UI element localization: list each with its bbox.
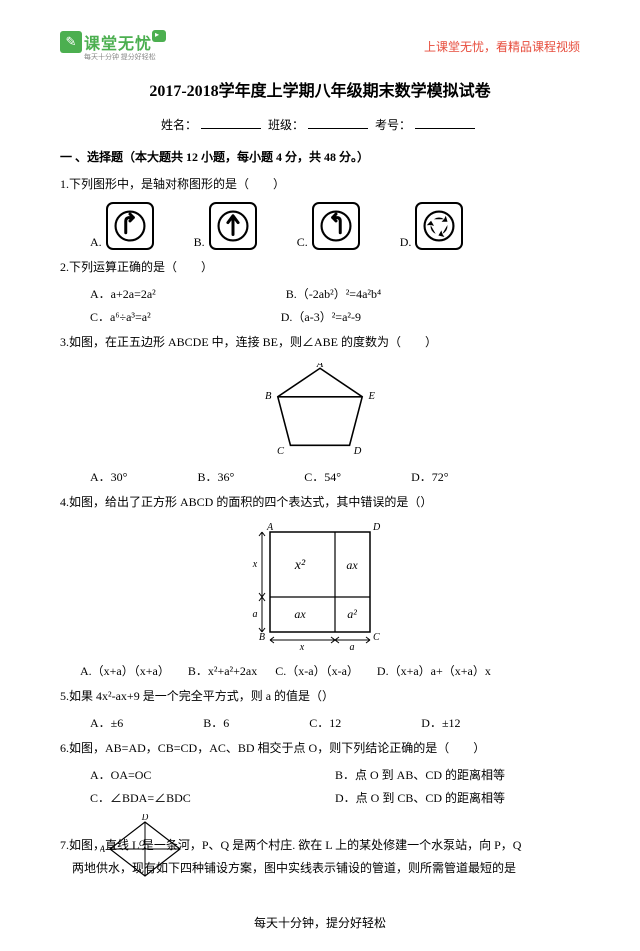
q5-d: D．±12 <box>421 714 460 731</box>
q6-c: C．∠BDA=∠BDC <box>90 789 335 806</box>
q1-opt-a: A. <box>90 202 154 250</box>
svg-text:ax: ax <box>346 558 358 572</box>
blank-name <box>201 128 261 129</box>
label-examno: 考号： <box>375 118 411 132</box>
logo-block: ✎ 课堂无忧 每天十分钟 提分好轻松 <box>60 30 166 62</box>
tagline: 上课堂无忧，看精品课程视频 <box>424 38 580 55</box>
q1-opt-b: B. <box>194 202 257 250</box>
q6-d: D．点 O 到 CB、CD 的距离相等 <box>335 789 580 806</box>
question-3: 3.如图，在正五边形 ABCDE 中，连接 BE，则∠ABE 的度数为（ ） <box>60 333 580 352</box>
sign-recycle-icon <box>415 202 463 250</box>
q2-c: C．a⁶÷a³=a² <box>90 308 151 325</box>
svg-text:C: C <box>373 632 380 643</box>
svg-text:a: a <box>350 642 355 652</box>
square-area-icon: x² ax ax a² A D B C x a x a <box>245 522 395 652</box>
svg-text:a: a <box>253 609 258 620</box>
svg-text:x²: x² <box>294 558 306 573</box>
svg-text:A: A <box>316 363 324 370</box>
sign-turn-right-icon <box>106 202 154 250</box>
question-2: 2.下列运算正确的是（ ） <box>60 258 580 277</box>
svg-text:D: D <box>353 445 362 456</box>
q3-figure: A B E C D <box>60 363 580 458</box>
pentagon-icon: A B E C D <box>255 363 385 458</box>
q1-b-label: B. <box>194 235 205 250</box>
q3-d: D．72° <box>411 468 448 485</box>
q6-text: 6.如图，AB=AD，CB=CD，AC、BD 相交于点 O，则下列结论正确的是（… <box>60 741 485 755</box>
svg-text:ax: ax <box>294 607 306 621</box>
q3-options: A．30° B．36° C．54° D．72° <box>60 468 580 485</box>
q5-a: A．±6 <box>90 714 123 731</box>
blank-examno <box>415 128 475 129</box>
label-class: 班级： <box>268 118 304 132</box>
header: ✎ 课堂无忧 每天十分钟 提分好轻松 上课堂无忧，看精品课程视频 <box>60 30 580 62</box>
q1-options: A. B. C. D. <box>60 202 580 250</box>
sign-turn-left-icon <box>312 202 360 250</box>
question-6: 6.如图，AB=AD，CB=CD，AC、BD 相交于点 O，则下列结论正确的是（… <box>60 739 580 758</box>
q4-b: B．x²+a²+2ax <box>188 662 257 679</box>
q2-b: B.（-2ab²）²=4a²b⁴ <box>286 285 381 302</box>
q4-options: A.（x+a）（x+a） B．x²+a²+2ax C.（x-a）（x-a） D.… <box>60 662 580 679</box>
logo-text: 课堂无忧 <box>84 30 152 54</box>
svg-text:D: D <box>141 814 149 822</box>
q5-b: B．6 <box>203 714 229 731</box>
svg-text:a²: a² <box>347 607 357 621</box>
q4-d: D.（x+a）a+（x+a）x <box>377 662 491 679</box>
q2-options: A．a+2a=2a² B.（-2ab²）²=4a²b⁴ C．a⁶÷a³=a² D… <box>60 285 580 325</box>
q2-a: A．a+2a=2a² <box>90 285 156 302</box>
svg-text:x: x <box>299 642 305 652</box>
q1-a-label: A. <box>90 235 102 250</box>
student-info-row: 姓名： 班级： 考号： <box>60 116 580 133</box>
svg-text:E: E <box>368 390 376 401</box>
q3-a: A．30° <box>90 468 127 485</box>
q6-b: B．点 O 到 AB、CD 的距离相等 <box>335 766 580 783</box>
q1-d-label: D. <box>400 235 412 250</box>
question-1: 1.下列图形中，是轴对称图形的是（ ） <box>60 175 580 194</box>
svg-text:D: D <box>372 522 381 533</box>
q2-d: D.（a-3）²=a²-9 <box>281 308 361 325</box>
q1-opt-c: C. <box>297 202 360 250</box>
logo-icon: ✎ <box>60 31 82 53</box>
q5-c: C．12 <box>309 714 341 731</box>
q6-a: A．OA=OC <box>90 766 335 783</box>
svg-text:x: x <box>252 559 258 570</box>
q1-opt-d: D. <box>400 202 464 250</box>
page-title: 2017-2018学年度上学期八年级期末数学模拟试卷 <box>60 77 580 101</box>
svg-text:A: A <box>266 522 274 533</box>
logo-arrow-icon <box>152 30 166 42</box>
q3-b: B．36° <box>197 468 234 485</box>
kite-icon: D A O <box>100 814 190 884</box>
svg-text:A: A <box>100 844 106 854</box>
q6-options: A．OA=OC B．点 O 到 AB、CD 的距离相等 C．∠BDA=∠BDC … <box>60 766 580 806</box>
q3-c: C．54° <box>304 468 341 485</box>
svg-text:B: B <box>265 390 272 401</box>
label-name: 姓名： <box>161 118 197 132</box>
q4-a: A.（x+a）（x+a） <box>80 662 170 679</box>
section-1-head: 一 、选择题（本大题共 12 小题，每小题 4 分，共 48 分。） <box>60 148 580 165</box>
footer: 每天十分钟，提分好轻松 <box>60 914 580 931</box>
svg-text:O: O <box>139 839 145 848</box>
q4-c: C.（x-a）（x-a） <box>275 662 359 679</box>
q1-c-label: C. <box>297 235 308 250</box>
question-5: 5.如果 4x²-ax+9 是一个完全平方式，则 a 的值是（） <box>60 687 580 706</box>
sign-straight-icon <box>209 202 257 250</box>
svg-text:B: B <box>259 632 265 643</box>
question-4: 4.如图，给出了正方形 ABCD 的面积的四个表达式，其中错误的是（） <box>60 493 580 512</box>
q4-figure: x² ax ax a² A D B C x a x a <box>60 522 580 652</box>
q5-options: A．±6 B．6 C．12 D．±12 <box>60 714 580 731</box>
svg-text:C: C <box>277 445 285 456</box>
blank-class <box>308 128 368 129</box>
